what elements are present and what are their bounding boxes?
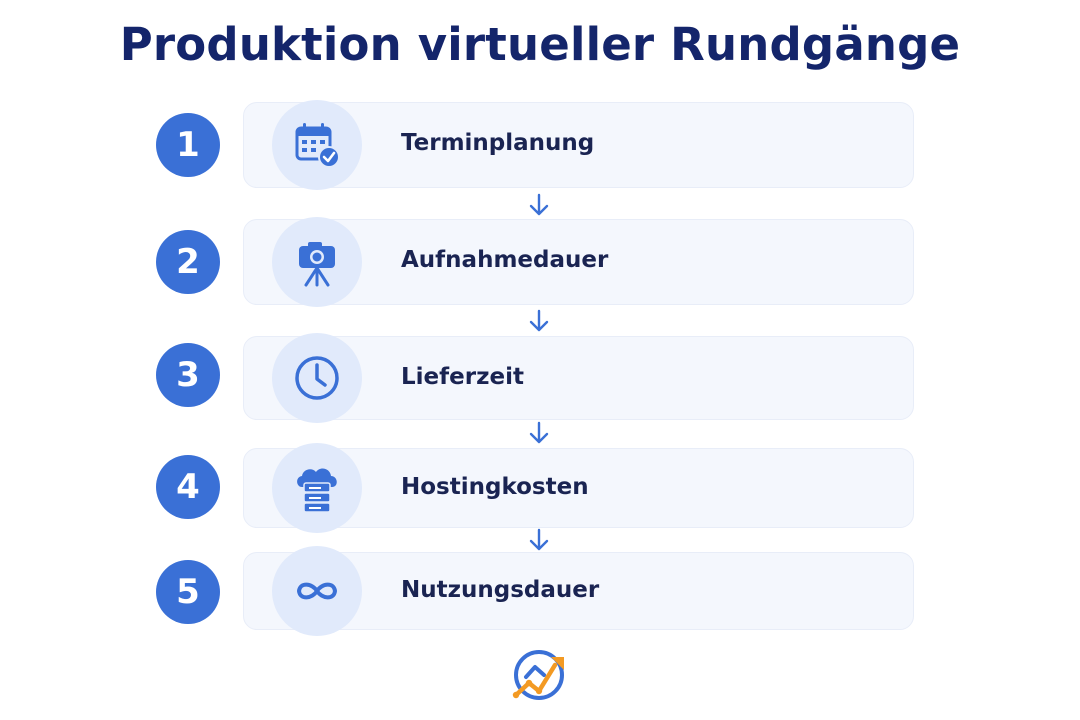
step-2: 2 Aufnahmedauer — [0, 217, 1080, 307]
page-title: Produktion virtueller Rundgänge — [119, 18, 961, 71]
clock-icon — [272, 333, 362, 423]
step-label: Hostingkosten — [401, 474, 589, 500]
infinity-icon — [272, 546, 362, 636]
step-1: 1 Terminplanung — [0, 100, 1080, 190]
camera-tripod-icon — [272, 217, 362, 307]
arrow-down-icon — [529, 309, 549, 332]
cloud-server-icon — [272, 443, 362, 533]
step-5: 5 Nutzungsdauer — [0, 546, 1080, 636]
arrow-down-icon — [529, 193, 549, 216]
step-number-badge: 3 — [156, 343, 220, 407]
calendar-check-icon — [272, 100, 362, 190]
step-label: Lieferzeit — [401, 364, 524, 390]
step-4: 4 Hostingkosten — [0, 443, 1080, 533]
step-label: Nutzungsdauer — [401, 577, 600, 603]
step-number-badge: 4 — [156, 455, 220, 519]
step-label: Aufnahmedauer — [401, 247, 609, 273]
step-number-badge: 1 — [156, 113, 220, 177]
step-label: Terminplanung — [401, 130, 595, 156]
step-number-badge: 5 — [156, 560, 220, 624]
arrow-down-icon — [529, 528, 549, 551]
growth-chart-logo-icon — [512, 650, 564, 700]
arrow-down-icon — [529, 421, 549, 444]
step-3: 3 Lieferzeit — [0, 333, 1080, 423]
step-number-badge: 2 — [156, 230, 220, 294]
